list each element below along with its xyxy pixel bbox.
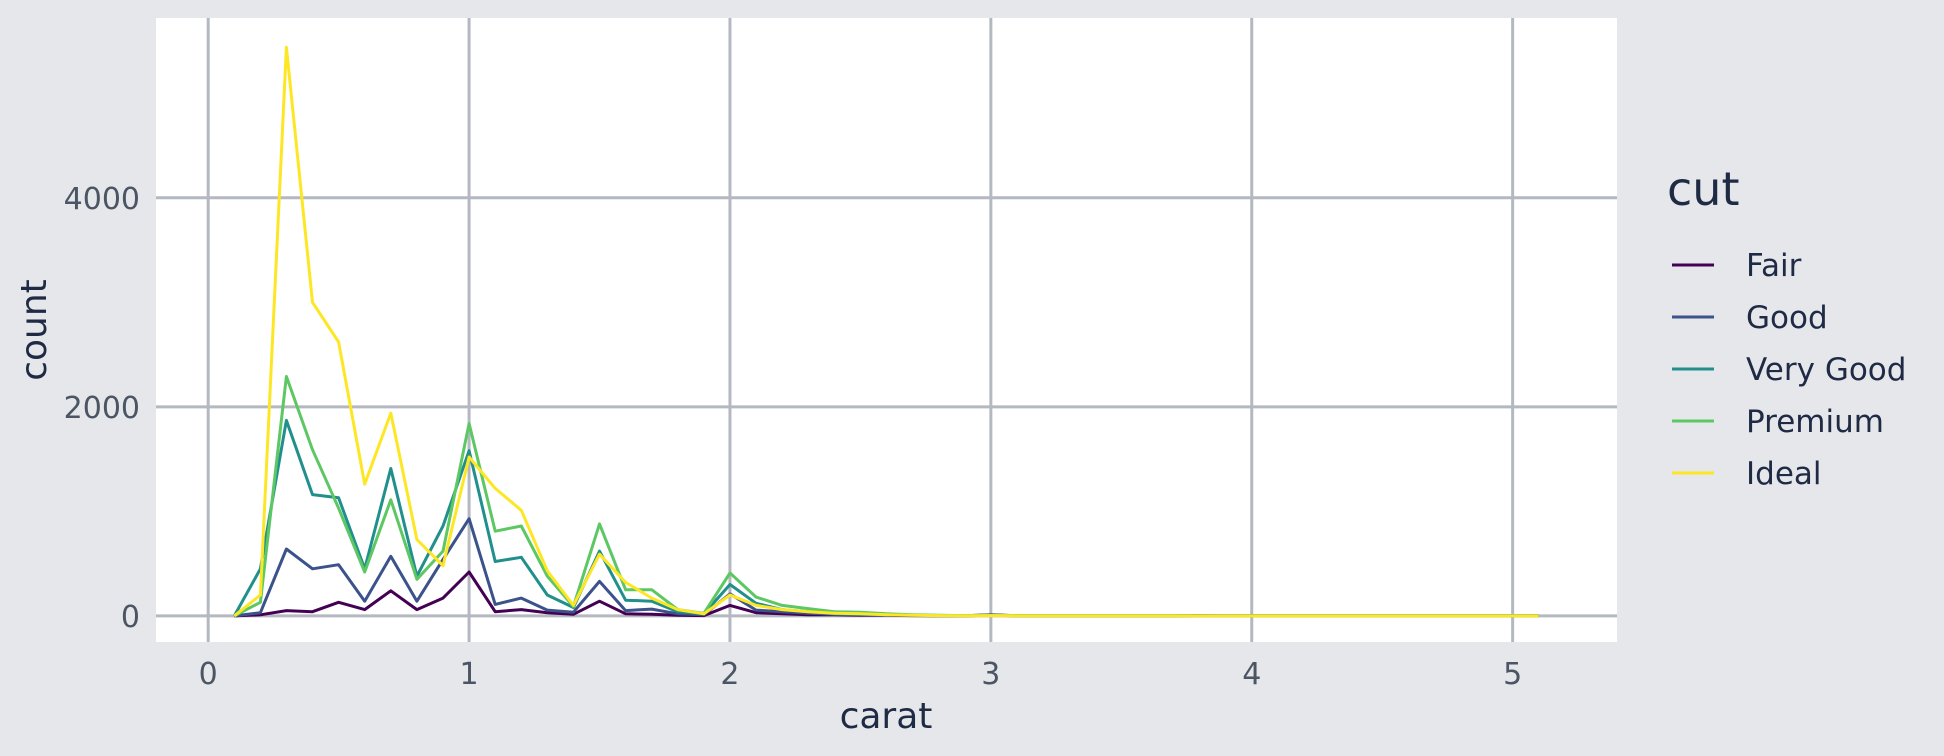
series-lines bbox=[232, 45, 1539, 618]
legend-label: Fair bbox=[1746, 248, 1802, 284]
legend: cut Fair Good Very Good Premium Ideal bbox=[1667, 162, 1906, 492]
legend-title: cut bbox=[1667, 162, 1739, 216]
legend-label: Premium bbox=[1746, 404, 1884, 440]
x-axis-title: carat bbox=[840, 696, 933, 737]
series-line-ideal bbox=[233, 45, 1539, 618]
legend-label: Good bbox=[1746, 300, 1828, 336]
x-tick-label: 1 bbox=[460, 657, 479, 692]
legend-label: Very Good bbox=[1746, 352, 1906, 388]
plot-panel bbox=[156, 18, 1617, 642]
y-tick-label: 0 bbox=[121, 600, 140, 635]
y-tick-label: 4000 bbox=[64, 182, 140, 217]
x-tick-label: 0 bbox=[199, 657, 218, 692]
x-tick-label: 4 bbox=[1242, 657, 1261, 692]
x-tick-label: 5 bbox=[1503, 657, 1522, 692]
y-axis-title: count bbox=[14, 279, 55, 381]
legend-label: Ideal bbox=[1746, 456, 1822, 492]
y-tick-label: 2000 bbox=[64, 391, 140, 426]
x-tick-label: 3 bbox=[981, 657, 1000, 692]
tick-labels: 0 1 2 3 4 5 0 2000 4000 bbox=[64, 182, 1523, 692]
x-tick-label: 2 bbox=[720, 657, 739, 692]
